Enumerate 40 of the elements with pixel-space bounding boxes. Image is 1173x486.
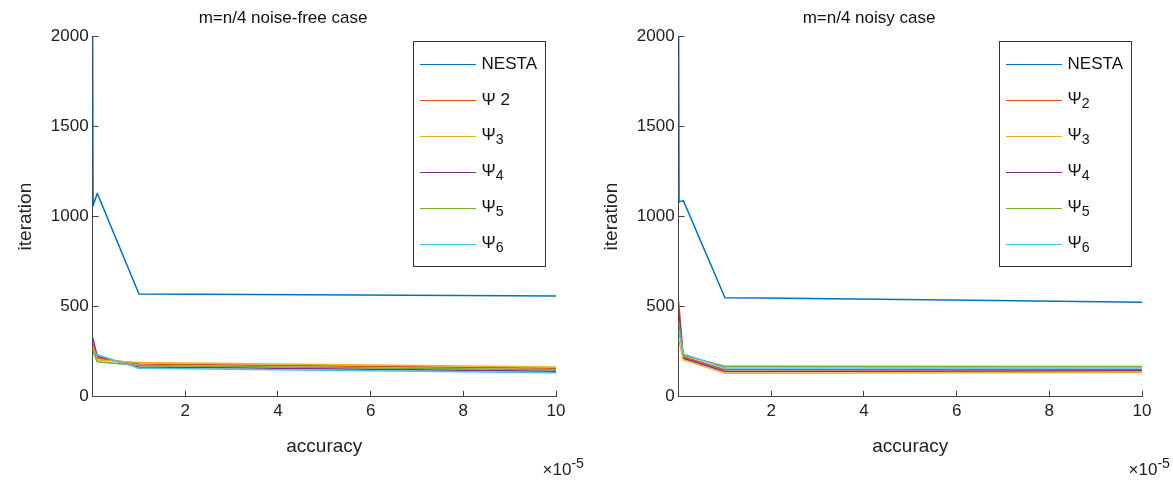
x-tick-label: 6 (951, 400, 962, 420)
x-tick-label: 8 (458, 400, 469, 420)
x-axis-title: accuracy (286, 434, 363, 456)
legend-label: Ψ$_{6}$ (481, 233, 504, 256)
text: ×10$^{-5}$ (542, 454, 584, 480)
text: ×10$^{-5}$ (1128, 454, 1170, 480)
legend-label: Ψ$_{5}$ (1067, 197, 1090, 220)
y-tick-label: 500 (646, 296, 675, 316)
legend-label: Ψ$_{2}$ (1067, 89, 1090, 112)
legend-label: NESTA (481, 54, 537, 75)
x-tick-label: 2 (180, 400, 191, 420)
x-tick-label: 6 (365, 400, 376, 420)
y-axis-title: iteration (599, 182, 621, 251)
y-tick-label: 0 (79, 386, 89, 406)
y-tick-label: 1000 (636, 206, 675, 226)
x-tick-label: 2 (766, 400, 777, 420)
legend-label: Ψ$_{5}$ (481, 197, 504, 220)
legend-label: Ψ$_{4}$ (1067, 161, 1090, 184)
x-tick-label: 10 (1132, 400, 1152, 420)
legend-label: Ψ$_{4}$ (481, 161, 504, 184)
y-tick-label: 1000 (50, 206, 89, 226)
x-tick-label: 8 (1044, 400, 1055, 420)
legend-label: Ψ$_{3}$ (481, 125, 504, 148)
x-axis-title: accuracy (872, 434, 949, 456)
y-tick-label: 2000 (636, 26, 675, 46)
x-tick-label: 4 (859, 400, 869, 420)
legend-label: Ψ$_{6}$ (1067, 233, 1090, 256)
y-tick-label: 500 (60, 296, 89, 316)
y-axis-title: iteration (13, 182, 35, 251)
y-tick-label: 1500 (636, 116, 675, 136)
x-tick-label: 4 (273, 400, 283, 420)
y-tick-label: 1500 (50, 116, 89, 136)
chart-title: m=n/4 noisy case (802, 7, 936, 27)
legend-label: Ψ 2 (481, 90, 510, 111)
x-tick-label: 10 (546, 400, 566, 420)
chart-title: m=n/4 noise-free case (198, 7, 368, 27)
y-tick-label: 0 (665, 386, 675, 406)
legend-label: NESTA (1067, 54, 1123, 75)
legend-label: Ψ$_{3}$ (1067, 125, 1090, 148)
y-tick-label: 2000 (50, 26, 89, 46)
